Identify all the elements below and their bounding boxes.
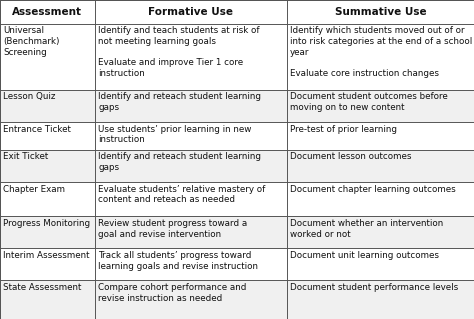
Text: Identify and teach students at risk of
not meeting learning goals

Evaluate and : Identify and teach students at risk of n… — [98, 26, 260, 78]
Text: Identify and reteach student learning
gaps: Identify and reteach student learning ga… — [98, 93, 261, 112]
Text: Universal
(Benchmark)
Screening: Universal (Benchmark) Screening — [3, 26, 60, 56]
Bar — [0, 249, 474, 280]
Text: Use students’ prior learning in new
instruction: Use students’ prior learning in new inst… — [98, 125, 252, 144]
Text: Document student outcomes before
moving on to new content: Document student outcomes before moving … — [290, 93, 448, 112]
Text: Interim Assessment: Interim Assessment — [3, 251, 90, 260]
Text: State Assessment: State Assessment — [3, 283, 82, 292]
Text: Summative Use: Summative Use — [335, 7, 426, 17]
Text: Chapter Exam: Chapter Exam — [3, 184, 65, 194]
Text: Track all students’ progress toward
learning goals and revise instruction: Track all students’ progress toward lear… — [98, 251, 258, 271]
Text: Document student performance levels: Document student performance levels — [290, 283, 458, 292]
Text: Progress Monitoring: Progress Monitoring — [3, 219, 91, 228]
Text: Identify which students moved out of or
into risk categories at the end of a sch: Identify which students moved out of or … — [290, 26, 472, 78]
Bar — [0, 216, 474, 249]
Text: Compare cohort performance and
revise instruction as needed: Compare cohort performance and revise in… — [98, 283, 246, 303]
Text: Document chapter learning outcomes: Document chapter learning outcomes — [290, 184, 456, 194]
Text: Document lesson outcomes: Document lesson outcomes — [290, 152, 411, 161]
Text: Exit Ticket: Exit Ticket — [3, 152, 48, 161]
Text: Formative Use: Formative Use — [148, 7, 233, 17]
Text: Identify and reteach student learning
gaps: Identify and reteach student learning ga… — [98, 152, 261, 172]
Bar — [0, 24, 474, 90]
Text: Pre-test of prior learning: Pre-test of prior learning — [290, 125, 397, 134]
Text: Assessment: Assessment — [12, 7, 82, 17]
Text: Evaluate students’ relative mastery of
content and reteach as needed: Evaluate students’ relative mastery of c… — [98, 184, 265, 204]
Bar — [0, 0, 474, 24]
Bar — [0, 182, 474, 216]
Text: Review student progress toward a
goal and revise intervention: Review student progress toward a goal an… — [98, 219, 247, 239]
Text: Entrance Ticket: Entrance Ticket — [3, 125, 71, 134]
Text: Document whether an intervention
worked or not: Document whether an intervention worked … — [290, 219, 443, 239]
Bar — [0, 122, 474, 150]
Bar — [0, 280, 474, 319]
Text: Lesson Quiz: Lesson Quiz — [3, 93, 56, 101]
Bar — [0, 90, 474, 122]
Bar — [0, 150, 474, 182]
Text: Document unit learning outcomes: Document unit learning outcomes — [290, 251, 439, 260]
